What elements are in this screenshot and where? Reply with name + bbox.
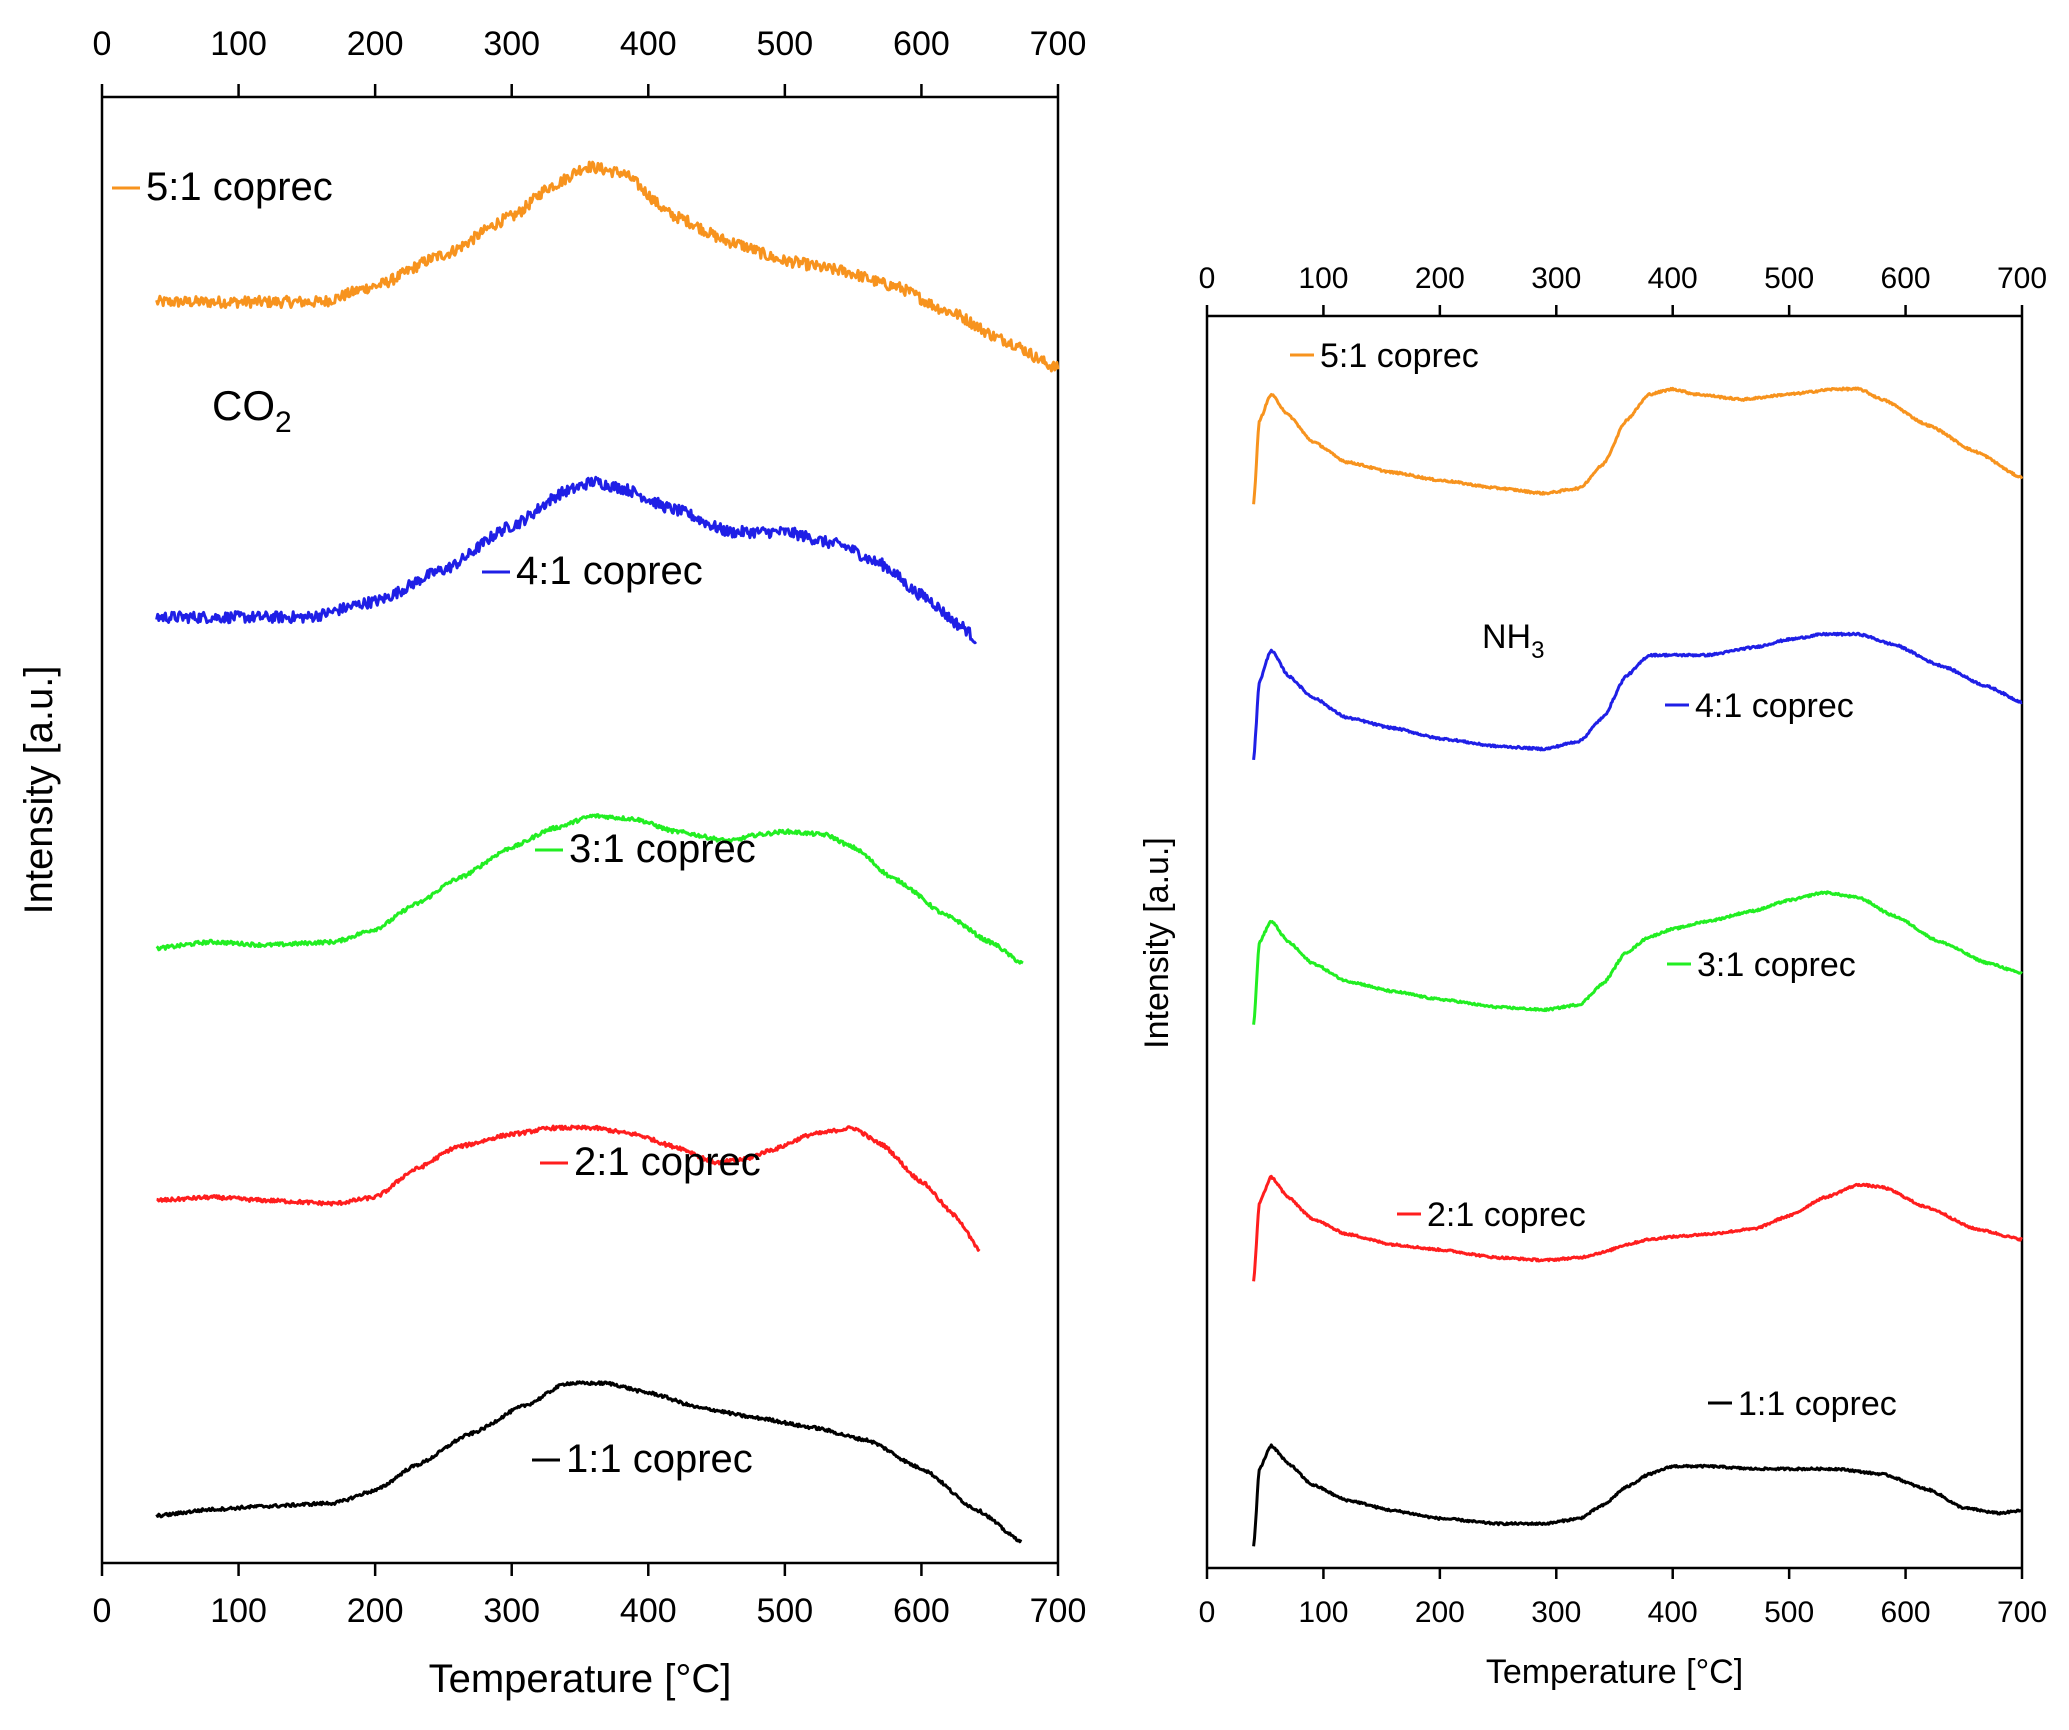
- bottom-tick-label: 600: [1881, 1596, 1931, 1629]
- legend-label-2-1: 2:1 coprec: [574, 1140, 761, 1184]
- top-tick-label: 300: [1531, 262, 1581, 295]
- legend-label-4-1: 4:1 coprec: [516, 549, 703, 593]
- bottom-tick-label: 300: [483, 1592, 540, 1630]
- bottom-tick-label: 200: [1415, 1596, 1465, 1629]
- series-line-1-1: [155, 1380, 1023, 1544]
- series-line-4-1: [155, 475, 978, 645]
- top-tick-label: 300: [483, 25, 540, 63]
- top-tick-label: 600: [893, 25, 950, 63]
- gas-label: NH3: [1482, 618, 1544, 664]
- bottom-tick-label: 0: [1199, 1596, 1216, 1629]
- legend-label-1-1: 1:1 coprec: [1738, 1385, 1897, 1423]
- legend-label-5-1: 5:1 coprec: [146, 165, 333, 209]
- top-tick-label: 0: [1199, 262, 1216, 295]
- top-tick-label: 400: [1648, 262, 1698, 295]
- series-line-5-1: [155, 160, 1060, 373]
- gas-label: CO2: [212, 382, 292, 439]
- top-tick-label: 700: [1997, 262, 2047, 295]
- legend-label-1-1: 1:1 coprec: [566, 1437, 753, 1481]
- legend-label-5-1: 5:1 coprec: [1320, 337, 1479, 375]
- top-tick-label: 0: [93, 25, 112, 63]
- series-line-3-1: [1252, 890, 2023, 1025]
- top-tick-label: 600: [1881, 262, 1931, 295]
- y-axis-title: Intensity [a.u.]: [17, 665, 61, 914]
- legend-label-4-1: 4:1 coprec: [1695, 687, 1854, 725]
- bottom-tick-label: 0: [93, 1592, 112, 1630]
- bottom-tick-label: 500: [756, 1592, 813, 1630]
- top-tick-label: 700: [1030, 25, 1087, 63]
- bottom-tick-label: 600: [893, 1592, 950, 1630]
- series-line-1-1: [1252, 1443, 2023, 1547]
- co2-panel: 0 0 100 100 200 200 300 300 400 400 500 500 600 600 70…: [17, 25, 1086, 1701]
- series-line-4-1: [1252, 631, 2023, 761]
- bottom-tick-label: 100: [1298, 1596, 1348, 1629]
- bottom-tick-label: 300: [1531, 1596, 1581, 1629]
- top-tick-label: 200: [1415, 262, 1465, 295]
- top-tick-label: 400: [620, 25, 677, 63]
- bottom-tick-label: 500: [1764, 1596, 1814, 1629]
- y-axis-title: Intensity [a.u.]: [1138, 837, 1176, 1049]
- legend-label-3-1: 3:1 coprec: [569, 827, 756, 871]
- top-tick-label: 500: [756, 25, 813, 63]
- x-axis-title: Temperature [°C]: [429, 1657, 732, 1701]
- bottom-tick-label: 400: [620, 1592, 677, 1630]
- top-tick-label: 500: [1764, 262, 1814, 295]
- series-line-5-1: [1252, 386, 2024, 505]
- x-axis-title: Temperature [°C]: [1486, 1653, 1743, 1691]
- top-tick-label: 100: [1298, 262, 1348, 295]
- bottom-tick-label: 100: [210, 1592, 267, 1630]
- series-line-2-1: [156, 1124, 981, 1252]
- bottom-tick-label: 200: [347, 1592, 404, 1630]
- legend-label-3-1: 3:1 coprec: [1697, 946, 1856, 984]
- top-tick-label: 100: [210, 25, 267, 63]
- nh3-panel: 0 0 100 100 200 200 300 300 400 400 500 500 600 600 70…: [1138, 262, 2047, 1691]
- legend-label-2-1: 2:1 coprec: [1427, 1196, 1586, 1234]
- series-line-3-1: [155, 813, 1024, 965]
- top-tick-label: 200: [347, 25, 404, 63]
- bottom-tick-label: 700: [1997, 1596, 2047, 1629]
- bottom-tick-label: 700: [1030, 1592, 1087, 1630]
- series-line-2-1: [1252, 1174, 2023, 1282]
- bottom-tick-label: 400: [1648, 1596, 1698, 1629]
